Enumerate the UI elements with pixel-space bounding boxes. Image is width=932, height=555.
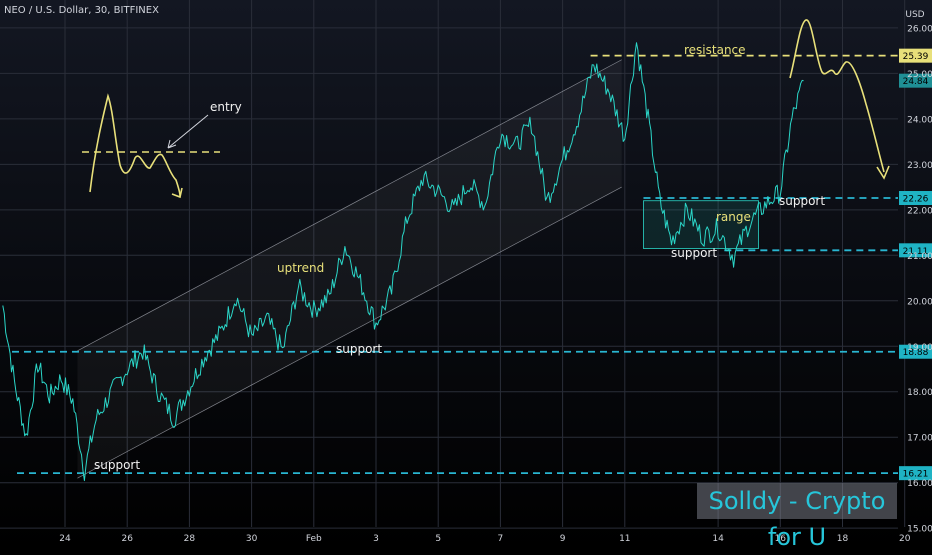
last-price-badge-bg	[899, 73, 932, 88]
channel-upper-line	[77, 59, 622, 352]
y-tick-label: 20.00	[907, 297, 932, 307]
price-series	[2, 42, 804, 482]
price-line	[2, 42, 804, 482]
y-tick-label: 26.00	[907, 24, 932, 34]
x-tick-label: 16	[775, 534, 787, 544]
price-badge-16.21: 16.21	[899, 466, 932, 481]
price-badge-text: 25.39	[903, 52, 929, 62]
sketch-arrowhead-left	[171, 187, 183, 199]
price-badge-bg	[899, 191, 932, 206]
x-tick-label: 26	[121, 534, 133, 544]
y-tick-label: 22.00	[907, 206, 932, 216]
chart-title: NEO / U.S. Dollar, 30, BITFINEX	[4, 5, 159, 16]
projection-sketch	[82, 19, 890, 199]
horizontal-levels: 25.39 22.26 21.11 18.88 16.21 24.84	[12, 48, 932, 481]
price-badge-21.11: 21.11	[899, 243, 932, 258]
last-price-badge: 24.84	[899, 73, 932, 88]
y-tick-label: 15.00	[907, 525, 932, 535]
x-tick-label: 11	[619, 534, 630, 544]
y-tick-label: 19.00	[907, 343, 932, 353]
y-tick-label: 17.00	[907, 434, 932, 444]
annotation-labels: entry uptrend range resistance support suppor…	[94, 43, 825, 472]
price-badge-22.26: 22.26	[899, 191, 932, 206]
last-price-badge-text: 24.84	[903, 77, 929, 87]
axes: 15.00 16.00 17.00 18.00 19.00 20.00 21.00 22.00…	[59, 10, 932, 544]
resistance-label: resistance	[684, 43, 746, 57]
support-label-18-88: support	[336, 342, 382, 356]
entry-label: entry	[210, 100, 242, 114]
price-badge-text: 18.88	[903, 348, 929, 358]
price-badge-bg	[899, 344, 932, 359]
x-tick-label: 20	[899, 534, 911, 544]
price-badge-bg	[899, 243, 932, 258]
y-tick-label: 23.00	[907, 161, 932, 171]
uptrend-channel	[77, 59, 622, 479]
y-tick-label: 18.00	[907, 388, 932, 398]
gridlines	[0, 0, 906, 529]
channel-lower-line	[77, 186, 622, 479]
y-tick-label: 16.00	[907, 479, 932, 489]
y-axis-unit: USD	[905, 10, 924, 20]
support-label-16-21: support	[94, 458, 140, 472]
price-badge-25.39: 25.39	[899, 48, 932, 63]
x-tick-label: 9	[560, 534, 566, 544]
price-badge-bg	[899, 466, 932, 481]
price-badge-bg	[899, 48, 932, 63]
uptrend-label: uptrend	[277, 261, 324, 275]
x-tick-label: 30	[246, 534, 258, 544]
support-label-21-11: support	[671, 246, 717, 260]
y-tick-label: 25.00	[907, 70, 932, 80]
watermark-logo: Solldy - Crypto for U	[697, 483, 897, 551]
channel-fill	[77, 59, 622, 479]
price-badge-text: 16.21	[903, 470, 929, 480]
sketch-curve-right	[789, 19, 885, 173]
x-tick-label: 14	[712, 534, 724, 544]
range-label: range	[716, 210, 751, 224]
x-tick-label: 7	[498, 534, 504, 544]
x-tick-label: Feb	[306, 534, 322, 544]
y-tick-label: 21.00	[907, 252, 932, 262]
price-badge-text: 22.26	[903, 195, 929, 205]
y-tick-label: 24.00	[907, 115, 932, 125]
x-tick-label: 3	[373, 534, 379, 544]
support-label-22-26: support	[779, 194, 825, 208]
x-tick-label: 5	[435, 534, 441, 544]
sketch-curve-left	[89, 93, 181, 197]
sketch-arrowhead-right	[876, 165, 890, 180]
x-tick-label: 24	[59, 534, 71, 544]
price-badge-18.88: 18.88	[899, 344, 932, 359]
x-tick-label: 28	[184, 534, 196, 544]
price-badge-text: 21.11	[903, 247, 929, 257]
entry-pointer-arrow	[167, 114, 209, 149]
x-tick-label: 18	[837, 534, 849, 544]
